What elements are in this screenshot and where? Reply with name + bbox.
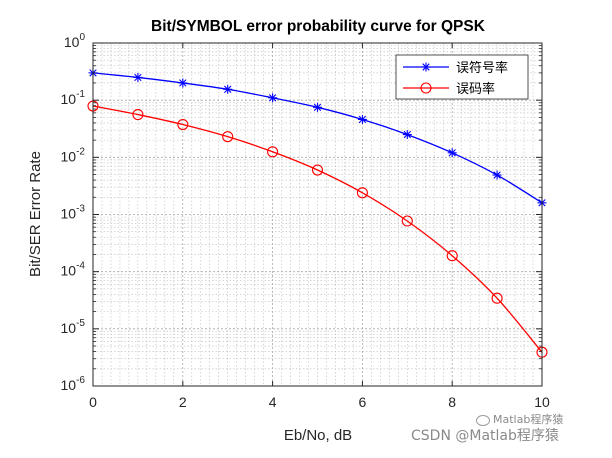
x-tick-label: 4 bbox=[269, 394, 277, 410]
watermark-logo: Matlab程序猿 bbox=[476, 411, 563, 427]
data-point-ser bbox=[223, 84, 233, 94]
data-point-ser bbox=[268, 93, 278, 103]
data-point-ber bbox=[267, 146, 279, 158]
data-point-ber bbox=[177, 118, 189, 131]
data-point-ser bbox=[402, 130, 412, 140]
marker-stroke bbox=[224, 85, 232, 93]
data-point-ber bbox=[491, 292, 503, 304]
marker-stroke bbox=[403, 130, 411, 139]
data-point-ser bbox=[492, 170, 502, 180]
chart-title: Bit/SYMBOL error probability curve for Q… bbox=[151, 18, 486, 35]
marker-stroke bbox=[358, 115, 367, 124]
data-point-ser bbox=[313, 102, 322, 112]
legend-marker-ser bbox=[421, 62, 431, 72]
marker-stroke bbox=[134, 73, 142, 82]
data-point-ber bbox=[311, 164, 324, 176]
grid bbox=[92, 42, 543, 387]
y-axis-label: Bit/SER Error Rate bbox=[27, 151, 44, 277]
legend-marker-ber bbox=[420, 82, 432, 94]
ticks: 0 2 4 6 8 10 100 10-1 10-2 10-3 10-4 10-5 10-6 bbox=[61, 32, 550, 410]
y-tick-label: 10-5 bbox=[61, 318, 86, 336]
data-point-ber bbox=[222, 131, 234, 143]
marker-stroke bbox=[179, 79, 187, 87]
x-tick-label: 0 bbox=[89, 394, 97, 410]
y-tick-label: 100 bbox=[64, 32, 86, 50]
series-line-ber bbox=[92, 105, 543, 353]
watermark-text: CSDN @Matlab程序猿 bbox=[411, 428, 559, 444]
data-point-ber bbox=[356, 187, 368, 199]
legend-label-ber: 误码率 bbox=[456, 81, 495, 96]
y-tick-label: 10-6 bbox=[61, 375, 86, 393]
series-layer bbox=[87, 68, 548, 358]
marker-stroke bbox=[422, 63, 430, 71]
legend-box bbox=[395, 54, 529, 100]
wechat-icon bbox=[476, 414, 490, 426]
legend-label-ser: 误符号率 bbox=[456, 60, 508, 75]
watermark-logo-text: Matlab程序猿 bbox=[493, 413, 564, 426]
x-tick-label: 2 bbox=[179, 394, 187, 410]
y-tick-label: 10-4 bbox=[61, 261, 86, 279]
x-tick-label: 6 bbox=[359, 394, 367, 410]
marker-stroke bbox=[268, 94, 277, 102]
y-tick-label: 10-1 bbox=[61, 89, 86, 107]
data-point-ber bbox=[132, 109, 144, 121]
data-point-ser bbox=[357, 114, 367, 124]
data-point-ber bbox=[446, 250, 458, 262]
x-tick-label: 10 bbox=[534, 394, 550, 410]
data-point-ser bbox=[133, 72, 143, 82]
data-point-ber bbox=[401, 215, 413, 227]
marker-stroke bbox=[313, 103, 322, 111]
marker-stroke bbox=[493, 171, 501, 179]
x-axis-label: Eb/No, dB bbox=[284, 427, 352, 444]
y-tick-label: 10-2 bbox=[61, 146, 86, 164]
x-tick-label: 8 bbox=[448, 394, 456, 410]
data-point-ser bbox=[178, 78, 188, 88]
marker-stroke bbox=[448, 149, 456, 157]
data-point-ser bbox=[447, 148, 457, 158]
y-tick-label: 10-3 bbox=[61, 204, 86, 222]
